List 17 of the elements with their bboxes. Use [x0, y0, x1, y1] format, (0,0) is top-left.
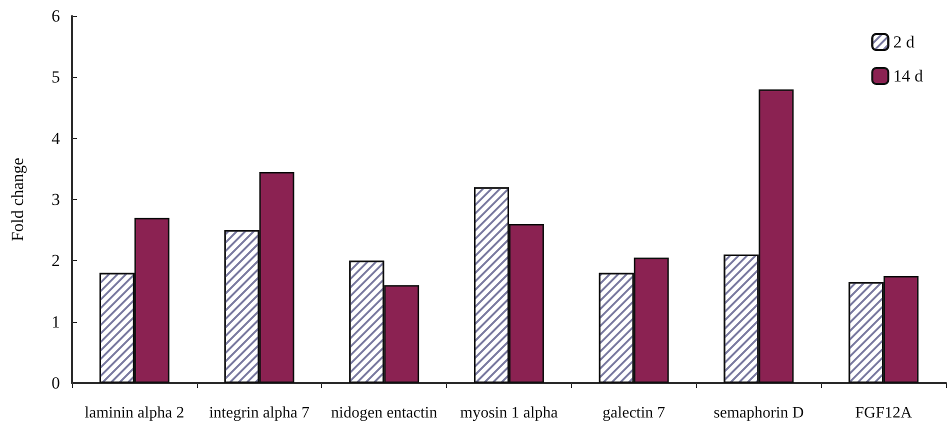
x-tick-label: FGF12A	[855, 404, 912, 422]
x-tick-label: laminin alpha 2	[84, 404, 184, 422]
y-tick-label: 1	[52, 312, 60, 332]
x-tick-label: semaphorin D	[714, 404, 804, 422]
y-tick-label: 5	[52, 68, 60, 87]
y-tick-label: 4	[52, 128, 60, 148]
x-tick-label: galectin 7	[602, 404, 666, 422]
y-tick-label: 3	[52, 190, 60, 209]
y-tick-label: 6	[52, 6, 60, 26]
legend-label: 14 d	[893, 66, 924, 86]
y-axis-title: Fold change	[8, 158, 27, 242]
x-tick-label: myosin 1 alpha	[460, 404, 558, 422]
y-tick-label: 0	[52, 374, 60, 392]
x-tick-label: nidogen entactin	[331, 404, 438, 422]
x-tick-label: integrin alpha 7	[209, 404, 310, 422]
y-tick-label: 2	[52, 251, 60, 270]
legend-label: 2 d	[893, 32, 915, 52]
